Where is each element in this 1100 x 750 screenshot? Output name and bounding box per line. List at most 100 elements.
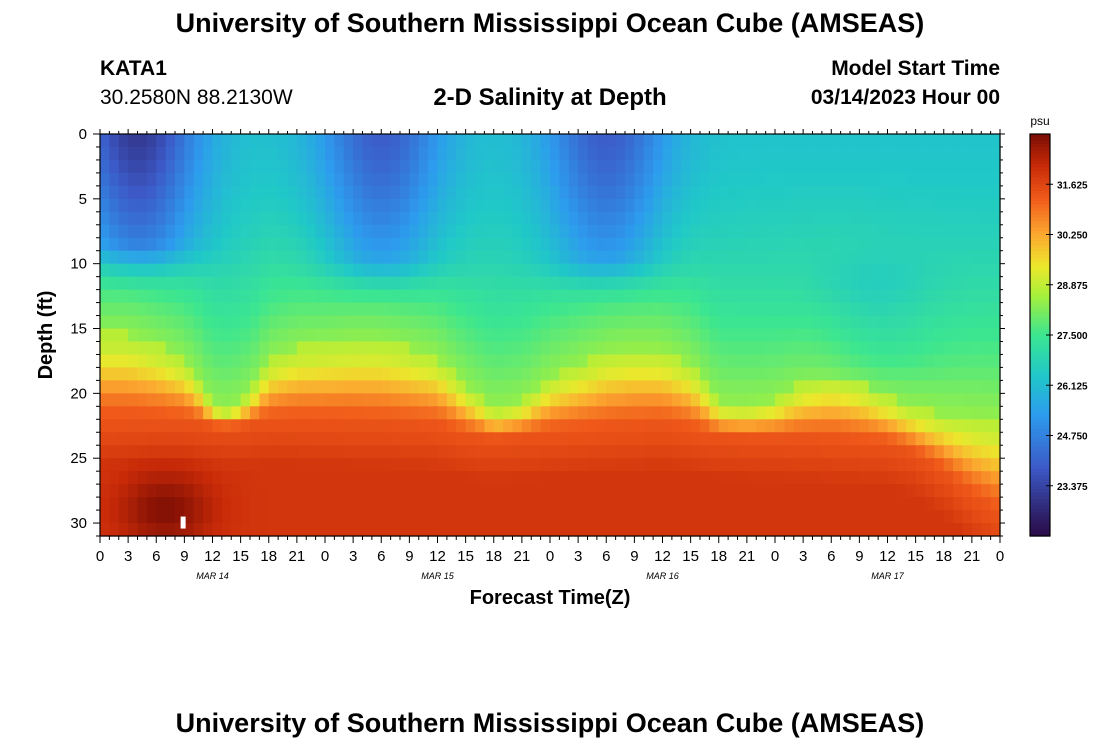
heatmap-cell — [306, 328, 317, 343]
heatmap-cell — [221, 471, 232, 485]
heatmap-cell — [587, 328, 598, 343]
heatmap-cell — [756, 380, 767, 394]
heatmap-cell — [409, 406, 420, 420]
heatmap-cell — [793, 198, 804, 213]
heatmap-cell — [643, 159, 654, 174]
heatmap-cell — [306, 380, 317, 394]
heatmap-cell — [240, 224, 251, 239]
heatmap-cell — [775, 237, 785, 252]
colorbar-segment — [1030, 264, 1050, 269]
heatmap-cell — [840, 211, 851, 226]
heatmap-cell — [718, 315, 729, 330]
heatmap-cell — [512, 250, 523, 265]
heatmap-cell — [390, 237, 401, 252]
heatmap-cell — [709, 445, 720, 459]
heatmap-cell — [278, 250, 289, 265]
heatmap-cell — [953, 471, 964, 485]
heatmap-cell — [540, 432, 551, 446]
heatmap-cell — [353, 159, 364, 174]
heatmap-cell — [325, 263, 335, 278]
heatmap-cell — [428, 484, 439, 498]
heatmap-cell — [325, 393, 335, 407]
heatmap-cell — [793, 471, 804, 485]
heatmap-cell — [371, 211, 382, 226]
heatmap-cell — [175, 198, 185, 213]
heatmap-cell — [653, 523, 664, 537]
heatmap-cell — [643, 224, 654, 239]
heatmap-cell — [803, 484, 814, 498]
heatmap-cell — [793, 445, 804, 459]
heatmap-cell — [671, 419, 682, 433]
heatmap-cell — [137, 263, 148, 278]
colorbar-segment — [1030, 465, 1050, 470]
heatmap-cell — [953, 380, 964, 394]
heatmap-cell — [953, 328, 964, 343]
heatmap-cell — [756, 497, 767, 511]
heatmap-cell — [531, 250, 542, 265]
heatmap-cell — [812, 185, 823, 200]
heatmap-cell — [934, 250, 945, 265]
heatmap-cell — [268, 432, 279, 446]
heatmap-cell — [681, 484, 692, 498]
heatmap-cell — [278, 523, 289, 537]
heatmap-cell — [259, 263, 270, 278]
heatmap-cell — [718, 380, 729, 394]
heatmap-cell — [418, 471, 429, 485]
heatmap-cell — [709, 302, 720, 317]
heatmap-cell — [718, 276, 729, 291]
heatmap-cell — [156, 224, 167, 239]
heatmap-cell — [821, 497, 832, 511]
heatmap-cell — [559, 432, 570, 446]
heatmap-cell — [465, 458, 476, 472]
heatmap-cell — [906, 134, 917, 148]
heatmap-cell — [587, 458, 598, 472]
heatmap-cell — [653, 211, 664, 226]
colorbar-segment — [1030, 361, 1050, 366]
heatmap-cell — [634, 471, 645, 485]
heatmap-cell — [765, 341, 776, 356]
colorbar-segment — [1030, 458, 1050, 463]
heatmap-cell — [409, 224, 420, 239]
heatmap-cell — [953, 367, 964, 381]
heatmap-cell — [531, 341, 542, 356]
heatmap-cell — [662, 198, 673, 213]
heatmap-cell — [118, 185, 129, 200]
heatmap-cell — [493, 523, 504, 537]
heatmap-cell — [221, 354, 232, 369]
heatmap-cell — [250, 432, 260, 446]
colorbar-segment — [1030, 378, 1050, 383]
heatmap-cell — [137, 185, 148, 200]
heatmap-cell — [625, 315, 635, 330]
heatmap-cell — [896, 432, 907, 446]
heatmap-cell — [896, 380, 907, 394]
heatmap-cell — [118, 302, 129, 317]
heatmap-cell — [784, 328, 795, 343]
heatmap-cell — [184, 367, 195, 381]
heatmap-cell — [756, 458, 767, 472]
heatmap-cell — [250, 302, 260, 317]
heatmap-cell — [925, 172, 935, 187]
heatmap-cell — [821, 523, 832, 537]
heatmap-cell — [896, 510, 907, 524]
heatmap-cell — [418, 224, 429, 239]
heatmap-cell — [428, 185, 439, 200]
heatmap-cell — [250, 341, 260, 356]
heatmap-cell — [259, 315, 270, 330]
heatmap-cell — [615, 393, 626, 407]
heatmap-cell — [371, 185, 382, 200]
heatmap-cell — [596, 393, 607, 407]
heatmap-cell — [175, 315, 185, 330]
heatmap-cell — [568, 380, 579, 394]
heatmap-cell — [240, 471, 251, 485]
x-tick-label: 18 — [485, 548, 502, 565]
heatmap-cell — [428, 250, 439, 265]
heatmap-cell — [765, 354, 776, 369]
heatmap-cell — [737, 328, 748, 343]
heatmap-cell — [362, 315, 373, 330]
heatmap-cell — [709, 432, 720, 446]
heatmap-cell — [578, 250, 589, 265]
heatmap-cell — [437, 328, 448, 343]
heatmap-cell — [409, 302, 420, 317]
heatmap-cell — [915, 224, 926, 239]
heatmap-cell — [184, 302, 195, 317]
